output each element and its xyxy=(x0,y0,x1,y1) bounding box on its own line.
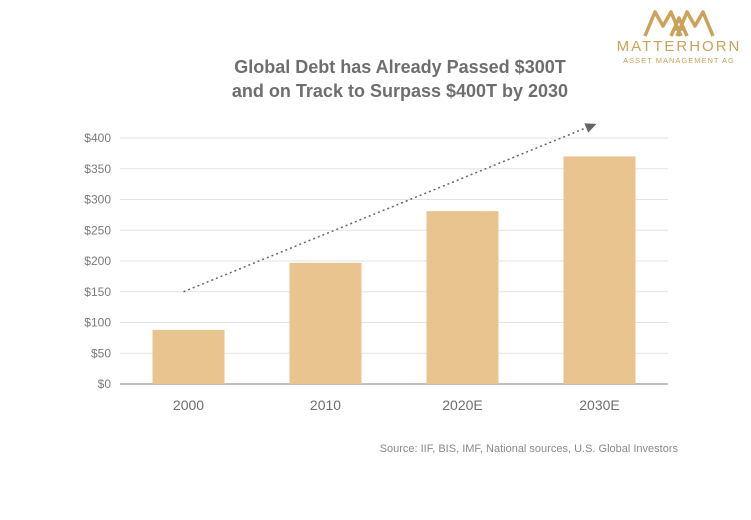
y-tick-label: $150 xyxy=(84,285,111,299)
x-axis-ticks: 2000 2010 2020E 2030E xyxy=(173,397,620,413)
trend-arrow-line xyxy=(183,126,589,293)
bars xyxy=(152,156,636,384)
trend-arrow xyxy=(183,123,597,293)
chart-title-line-1: Global Debt has Already Passed $300T xyxy=(234,57,566,77)
source-note: Source: IIF, BIS, IMF, National sources,… xyxy=(379,443,678,455)
y-tick-label: $50 xyxy=(91,346,111,360)
company-logo: MATTERHORN ASSET MANAGEMENT AG xyxy=(614,8,744,65)
chart-title-line-2: and on Track to Surpass $400T by 2030 xyxy=(231,81,569,101)
y-tick-label: $200 xyxy=(84,254,111,268)
y-tick-label: $250 xyxy=(84,223,111,237)
y-tick-label: $400 xyxy=(84,131,111,145)
y-tick-label: $0 xyxy=(98,377,112,391)
x-tick-label: 2030E xyxy=(579,397,619,413)
x-tick-label: 2010 xyxy=(310,397,341,413)
bar-2010 xyxy=(289,262,362,384)
bar-2000 xyxy=(152,329,225,384)
y-tick-label: $300 xyxy=(84,193,111,207)
y-tick-label: $350 xyxy=(84,162,111,176)
x-tick-label: 2020E xyxy=(442,397,482,413)
logo-name: MATTERHORN xyxy=(616,38,742,55)
logo-subtitle: ASSET MANAGEMENT AG xyxy=(623,56,735,65)
logo-mountain-icon xyxy=(643,10,715,37)
bar-2030e xyxy=(563,156,636,384)
trend-arrow-head xyxy=(584,123,597,133)
y-axis-ticks: $0 $50 $100 $150 $200 $250 $300 $350 $400 xyxy=(84,131,111,391)
x-tick-label: 2000 xyxy=(173,397,204,413)
bar-2020e xyxy=(426,211,499,384)
y-tick-label: $100 xyxy=(84,316,111,330)
